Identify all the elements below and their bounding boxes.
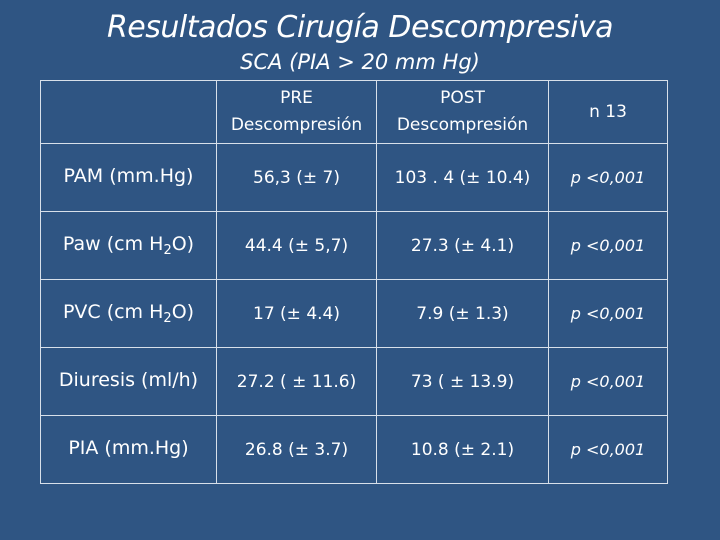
header-n: n 13 xyxy=(548,80,668,144)
post-value: 73 ( ± 13.9) xyxy=(376,347,549,416)
table-row: PIA (mm.Hg) 26.8 (± 3.7) 10.8 (± 2.1) p … xyxy=(40,415,668,484)
header-pre-line1: PRE xyxy=(280,88,313,108)
table-header-row: PRE Descompresión POST Descompresión n 1… xyxy=(40,80,668,144)
table-row: PVC (cm H2O) 17 (± 4.4) 7.9 (± 1.3) p <0… xyxy=(40,279,668,348)
slide-title: Resultados Cirugía Descompresiva xyxy=(106,10,614,45)
pre-value: 26.8 (± 3.7) xyxy=(216,415,377,484)
pre-value: 17 (± 4.4) xyxy=(216,279,377,348)
slide-subtitle: SCA (PIA > 20 mm Hg) xyxy=(240,50,480,74)
header-pre-line2: Descompresión xyxy=(230,115,363,135)
table-row: PAM (mm.Hg) 56,3 (± 7) 103 . 4 (± 10.4) … xyxy=(40,143,668,212)
pre-value: 27.2 ( ± 11.6) xyxy=(216,347,377,416)
p-value: p <0,001 xyxy=(548,279,668,348)
row-label: Diuresis (ml/h) xyxy=(40,347,217,416)
p-value: p <0,001 xyxy=(548,347,668,416)
row-label: PIA (mm.Hg) xyxy=(40,415,217,484)
row-label: PVC (cm H2O) xyxy=(40,279,217,348)
row-label: Paw (cm H2O) xyxy=(40,211,217,280)
row-label: PAM (mm.Hg) xyxy=(40,143,217,212)
post-value: 7.9 (± 1.3) xyxy=(376,279,549,348)
table-row: Paw (cm H2O) 44.4 (± 5,7) 27.3 (± 4.1) p… xyxy=(40,211,668,280)
header-empty-cell xyxy=(40,80,217,144)
pre-value: 56,3 (± 7) xyxy=(216,143,377,212)
header-pre: PRE Descompresión xyxy=(216,80,377,144)
post-value: 27.3 (± 4.1) xyxy=(376,211,549,280)
results-table: PRE Descompresión POST Descompresión n 1… xyxy=(40,80,668,484)
header-post-line2: Descompresión xyxy=(396,115,529,135)
header-post-line1: POST xyxy=(440,88,485,108)
post-value: 10.8 (± 2.1) xyxy=(376,415,549,484)
table-row: Diuresis (ml/h) 27.2 ( ± 11.6) 73 ( ± 13… xyxy=(40,347,668,416)
header-post: POST Descompresión xyxy=(376,80,549,144)
pre-value: 44.4 (± 5,7) xyxy=(216,211,377,280)
post-value: 103 . 4 (± 10.4) xyxy=(376,143,549,212)
p-value: p <0,001 xyxy=(548,143,668,212)
p-value: p <0,001 xyxy=(548,415,668,484)
p-value: p <0,001 xyxy=(548,211,668,280)
